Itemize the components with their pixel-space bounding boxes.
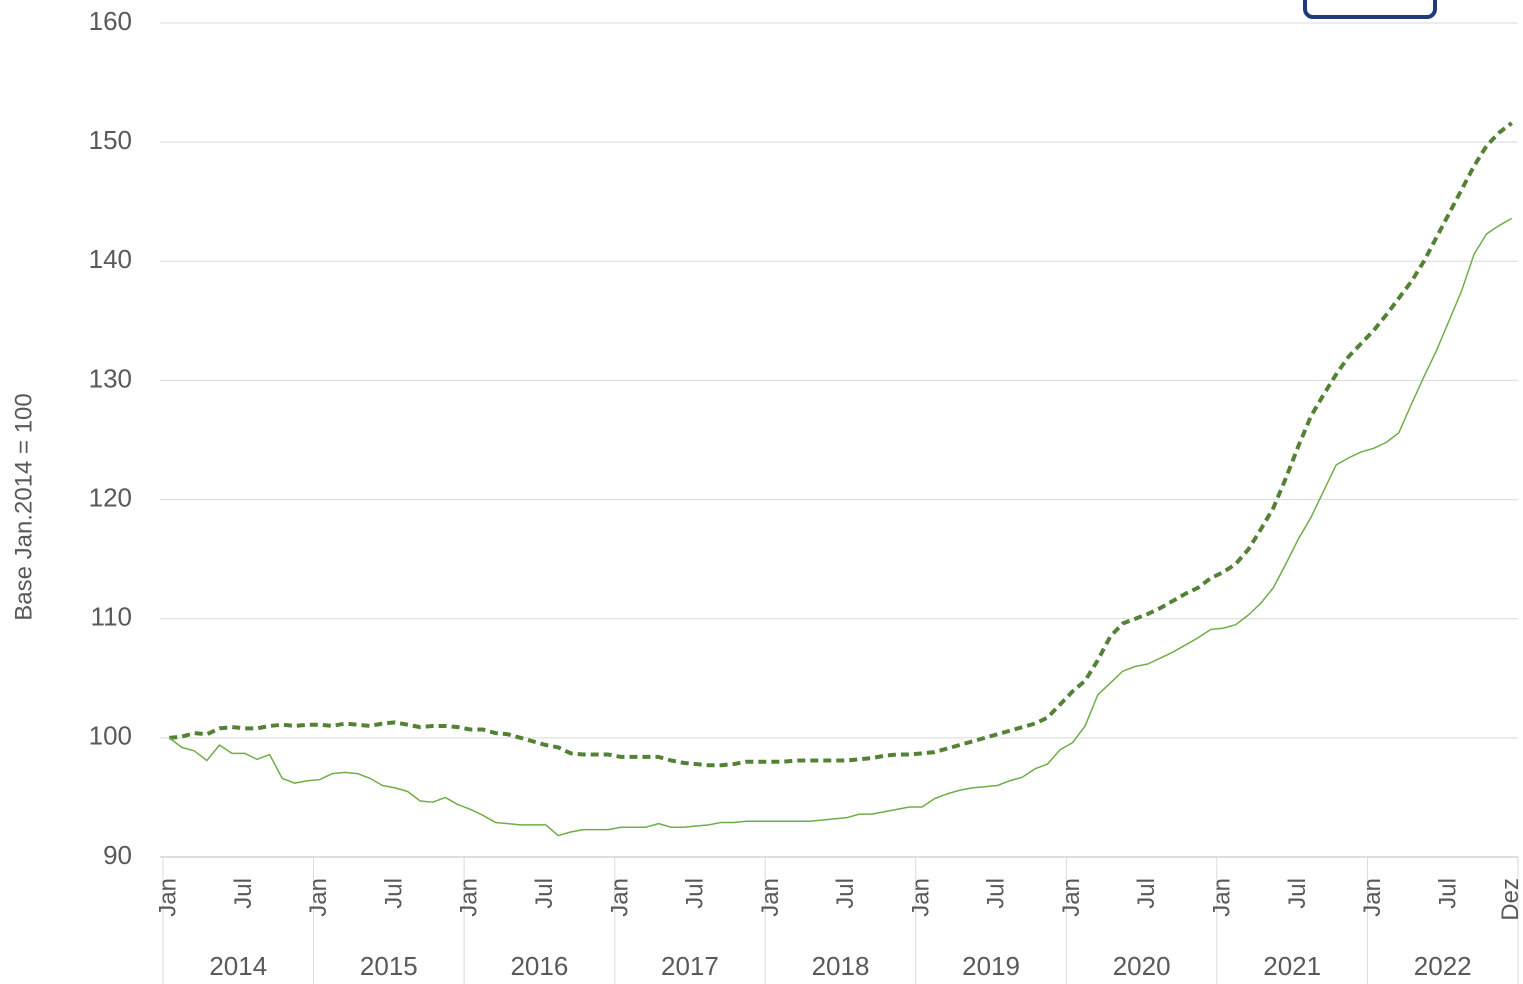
x-tick-label: Jan xyxy=(155,878,182,917)
y-tick-label: 140 xyxy=(89,244,132,274)
year-label: 2018 xyxy=(812,951,870,981)
year-label: 2017 xyxy=(661,951,719,981)
y-tick-label: 150 xyxy=(89,125,132,155)
y-tick-label: 120 xyxy=(89,482,132,512)
y-tick-label: 100 xyxy=(89,721,132,751)
x-tick-label: Jul xyxy=(832,878,859,909)
x-tick-label: Jul xyxy=(1434,878,1461,909)
x-tick-label: Jul xyxy=(1133,878,1160,909)
year-label: 2020 xyxy=(1113,951,1171,981)
year-label: 2016 xyxy=(510,951,568,981)
x-tick-label: Jan xyxy=(757,878,784,917)
x-tick-label: Jan xyxy=(606,878,633,917)
x-tick-label: Jan xyxy=(1058,878,1085,917)
x-tick-label: Jan xyxy=(907,878,934,917)
year-label: 2015 xyxy=(360,951,418,981)
x-tick-label: Jan xyxy=(1359,878,1386,917)
series-line xyxy=(169,121,1513,768)
x-tick-label: Jul xyxy=(380,878,407,909)
x-tick-label: Jul xyxy=(531,878,558,909)
year-label: 2019 xyxy=(962,951,1020,981)
y-tick-label: 130 xyxy=(89,363,132,393)
x-tick-label: Jul xyxy=(682,878,709,909)
x-tick-label: Jan xyxy=(305,878,332,917)
y-tick-label: 90 xyxy=(103,840,132,870)
x-tick-label: Jan xyxy=(1209,878,1236,917)
year-label: 2021 xyxy=(1263,951,1321,981)
x-tick-label: Jul xyxy=(1284,878,1311,909)
x-tick-label: Jul xyxy=(230,878,257,909)
x-tick-label: Dez xyxy=(1497,878,1523,921)
year-label: 2022 xyxy=(1414,951,1472,981)
y-tick-label: 160 xyxy=(89,6,132,36)
x-tick-label: Jul xyxy=(983,878,1010,909)
year-label: 2014 xyxy=(209,951,267,981)
y-axis-label: Base Jan.2014 = 100 xyxy=(10,393,37,621)
series-line xyxy=(168,217,1513,837)
y-tick-label: 110 xyxy=(91,602,132,632)
x-tick-label: Jan xyxy=(456,878,483,917)
legend-box xyxy=(1303,0,1437,19)
